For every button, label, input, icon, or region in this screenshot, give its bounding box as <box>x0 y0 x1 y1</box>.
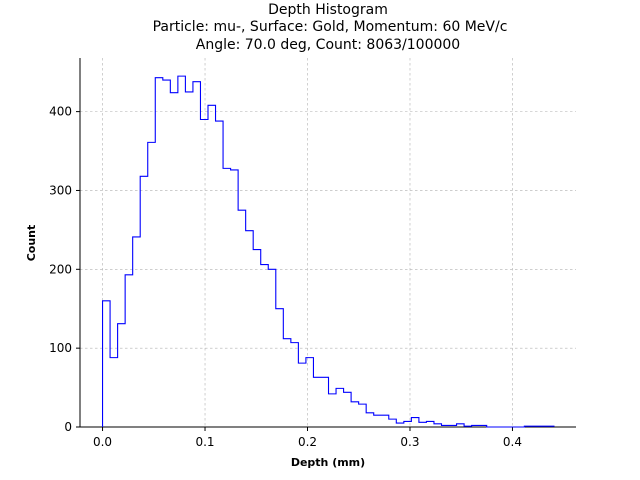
x-tick-label-2: 0.2 <box>298 435 317 449</box>
x-tick-label-1: 0.1 <box>195 435 214 449</box>
chart-subtitle-line-2: Angle: 70.0 deg, Count: 8063/100000 <box>196 37 460 53</box>
y-axis-label: Count <box>25 225 38 262</box>
x-axis-label: Depth (mm) <box>291 456 365 469</box>
y-tick-label-1: 100 <box>49 341 72 355</box>
axes-spines <box>79 58 576 428</box>
grid-lines <box>80 58 576 428</box>
x-tick-label-0: 0.0 <box>93 435 112 449</box>
chart-title-group: Depth Histogram Particle: mu-, Surface: … <box>153 2 508 53</box>
y-tick-label-4: 400 <box>49 105 72 119</box>
axis-tick-labels: 0.0 0.1 0.2 0.3 0.4 0 100 200 300 400 <box>49 105 522 449</box>
x-tick-label-4: 0.4 <box>503 435 522 449</box>
histogram-step-line <box>101 75 555 428</box>
x-tick-label-3: 0.3 <box>400 435 419 449</box>
chart-subtitle-line-1: Particle: mu-, Surface: Gold, Momentum: … <box>153 19 508 35</box>
y-tick-label-2: 200 <box>49 262 72 276</box>
y-tick-label-3: 300 <box>49 183 72 197</box>
y-tick-label-0: 0 <box>64 420 72 434</box>
chart-title: Depth Histogram <box>268 2 388 18</box>
axis-ticks <box>76 111 513 431</box>
